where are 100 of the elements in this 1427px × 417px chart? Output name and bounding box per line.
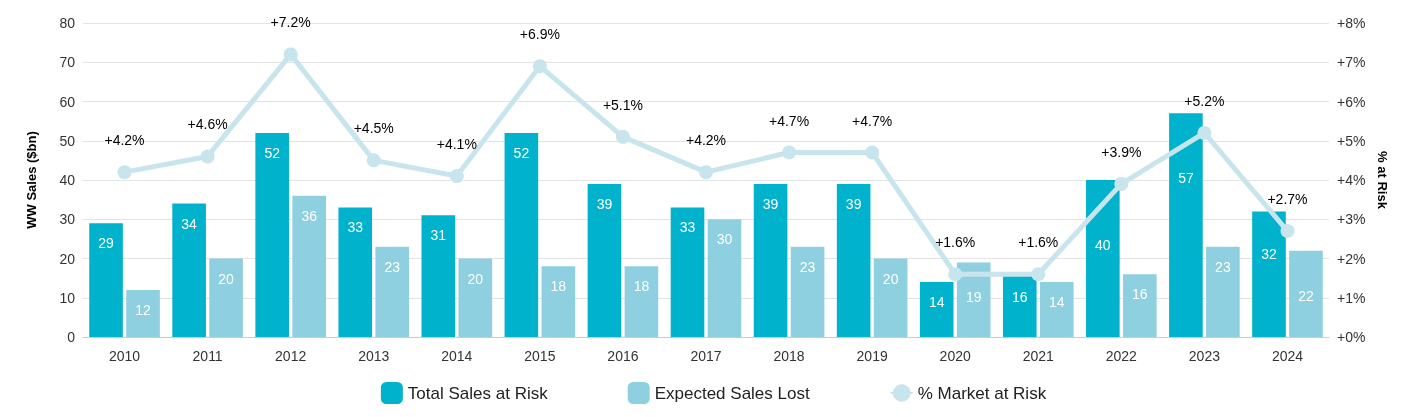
point: [615, 129, 630, 144]
data-label: +3.9%: [1101, 143, 1142, 160]
bar: [126, 289, 160, 337]
data-label: +4.2%: [685, 132, 727, 149]
data-label: 39: [762, 195, 779, 212]
bar: [458, 258, 493, 337]
bar: [375, 246, 410, 337]
y-tick-label: 80: [59, 15, 76, 31]
data-label: 39: [596, 195, 613, 212]
data-label: +4.2%: [104, 132, 145, 149]
data-label: 40: [1095, 237, 1111, 254]
bar: [1002, 274, 1037, 337]
bar: [338, 207, 373, 337]
y2-axis-title: % at Risk: [1375, 151, 1391, 210]
point: [948, 267, 963, 282]
y-tick-label: 70: [59, 54, 76, 71]
data-label: 23: [384, 258, 401, 275]
y2-tick-label: +3%: [1337, 211, 1366, 228]
point: [699, 165, 713, 180]
data-label: 16: [1132, 286, 1148, 303]
data-label: +4.5%: [353, 120, 394, 137]
bar: [89, 223, 123, 337]
data-label: 18: [550, 278, 567, 295]
y2-tick-label: +1%: [1337, 289, 1366, 306]
point: [200, 149, 215, 164]
bar: [753, 183, 788, 337]
y-tick-label: 30: [59, 211, 76, 228]
bar: [172, 203, 206, 337]
bar: [421, 215, 456, 337]
data-label: 23: [799, 258, 816, 275]
x-tick-label: 2017: [690, 348, 722, 364]
x-tick-label: 2023: [1188, 348, 1221, 364]
data-label: 12: [135, 301, 152, 318]
x-tick-label: 2020: [939, 348, 971, 364]
data-label: 22: [1298, 287, 1314, 304]
bar: [292, 195, 326, 337]
data-label: 33: [347, 219, 364, 236]
data-label: +5.2%: [1184, 92, 1225, 109]
data-label: 34: [181, 215, 198, 232]
bar: [1086, 180, 1120, 337]
data-label: 39: [845, 195, 862, 212]
data-label: 29: [98, 235, 115, 252]
data-label: 52: [264, 144, 281, 161]
data-label: +4.7%: [769, 112, 810, 129]
data-label: 14: [928, 294, 945, 311]
data-label: +7.2%: [270, 14, 311, 31]
bar: [919, 282, 954, 337]
point: [1197, 125, 1212, 140]
x-tick-label: 2018: [773, 348, 805, 364]
x-tick-label: 2024: [1271, 348, 1304, 364]
bar: [956, 262, 991, 337]
data-label: 32: [1261, 246, 1277, 263]
point: [782, 145, 797, 160]
y2-tick-label: +4%: [1337, 172, 1366, 188]
x-tick-label: 2016: [607, 348, 639, 364]
y2-tick-label: +7%: [1337, 54, 1366, 71]
bar: [1123, 274, 1157, 337]
y-tick-label: 20: [59, 250, 76, 267]
point: [366, 153, 381, 168]
point: [1114, 176, 1129, 191]
x-tick-label: 2021: [1022, 348, 1055, 364]
y-tick-label: 50: [59, 132, 76, 149]
bar: [836, 183, 871, 337]
x-tick-label: 2015: [524, 348, 556, 364]
point: [449, 169, 464, 184]
y2-tick-label: +6%: [1337, 93, 1366, 110]
point: [283, 47, 298, 62]
y-axis-title: WW Sales ($bn): [24, 131, 39, 229]
data-label: 20: [882, 270, 899, 287]
bar: [255, 132, 289, 337]
data-label: +1.6%: [935, 234, 976, 251]
y-tick-label: 10: [59, 289, 76, 306]
bar: [1206, 246, 1240, 337]
y-tick-label: 0: [67, 329, 76, 345]
y2-tick-label: +0%: [1337, 329, 1366, 345]
data-label: 57: [1178, 169, 1194, 186]
data-label: +4.1%: [436, 136, 477, 153]
data-label: 31: [430, 227, 447, 244]
data-label: 23: [1215, 258, 1231, 275]
legend-label: Total Sales at Risk: [407, 383, 549, 403]
bar: [1039, 282, 1074, 337]
bar: [504, 132, 539, 337]
data-label: 19: [965, 289, 982, 306]
data-label: 33: [679, 219, 696, 236]
data-label: 20: [218, 270, 235, 287]
bar: [670, 207, 705, 337]
data-label: +4.7%: [852, 112, 893, 129]
bar: [541, 266, 576, 337]
y2-tick-label: +2%: [1337, 250, 1366, 267]
x-tick-label: 2010: [108, 348, 141, 364]
data-label: +1.6%: [1018, 234, 1059, 251]
data-label: 16: [1011, 289, 1028, 306]
bar: [1289, 250, 1323, 337]
point: [532, 59, 547, 74]
bar: [587, 183, 622, 337]
data-label: 14: [1048, 294, 1065, 311]
x-tick-label: 2022: [1105, 348, 1138, 364]
point: [117, 165, 132, 180]
data-label: 52: [513, 144, 530, 161]
x-tick-label: 2011: [192, 348, 223, 364]
